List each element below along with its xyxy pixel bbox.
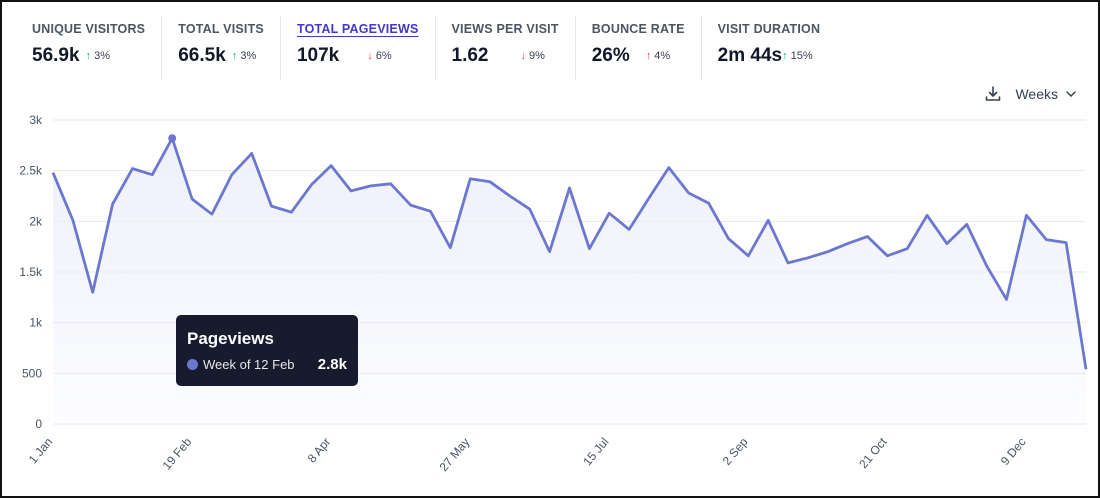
x-tick-label: 9 Dec	[998, 435, 1029, 468]
stat-visit-duration[interactable]: VISIT DURATION 2m 44s ↑ 15%	[702, 16, 837, 80]
tooltip-title: Pageviews	[187, 329, 274, 348]
stat-change: 6%	[375, 50, 392, 62]
y-tick-label: 2.5k	[19, 164, 43, 178]
stat-change: 4%	[654, 50, 671, 62]
arrow-up-icon: ↑	[85, 50, 92, 62]
pageviews-chart[interactable]: 0 500 1k 1.5k 2k 2.5k 3k 1 Jan 19 Feb 8 Apr 27 Ma…	[2, 102, 1098, 496]
stat-label: TOTAL PAGEVIEWS	[296, 22, 419, 36]
x-tick-label: 19 Feb	[160, 435, 195, 473]
x-tick-label: 21 Oct	[856, 434, 890, 471]
stat-unique-visitors[interactable]: UNIQUE VISITORS 56.9k ↑ 3%	[16, 16, 163, 80]
chevron-down-icon	[1066, 91, 1076, 97]
interval-label: Weeks	[1015, 86, 1058, 102]
y-tick-label: 2k	[29, 214, 43, 228]
arrow-up-icon: ↑	[782, 50, 788, 62]
stat-bounce-rate[interactable]: BOUNCE RATE 26% ↑ 4%	[576, 16, 702, 80]
download-icon[interactable]	[985, 86, 1001, 102]
y-tick-label: 3k	[29, 113, 43, 127]
series-line	[51, 136, 1088, 370]
tooltip-value: 2.8k	[317, 356, 347, 373]
y-tick-label: 500	[22, 366, 42, 380]
stat-change: 15%	[790, 50, 813, 62]
stat-label: UNIQUE VISITORS	[32, 22, 146, 36]
stat-value: 2m 44s	[717, 45, 783, 66]
stat-value: 66.5k	[178, 45, 226, 66]
x-tick-label: 27 May	[436, 435, 472, 474]
x-tick-label: 2 Sep	[720, 435, 751, 468]
stat-views-per-visit[interactable]: VIEWS PER VISIT 1.62 ↓ 9%	[436, 16, 576, 80]
arrow-down-icon: ↓	[520, 50, 526, 62]
stat-value: 107k	[296, 45, 340, 66]
stat-value: 1.62	[451, 45, 489, 66]
x-tick-label: 1 Jan	[26, 435, 56, 466]
stats-bar: UNIQUE VISITORS 56.9k ↑ 3% TOTAL VISITS 6…	[16, 16, 836, 80]
y-tick-label: 1.5k	[19, 265, 43, 279]
stat-value: 26%	[591, 45, 630, 66]
stat-label: BOUNCE RATE	[591, 22, 685, 36]
arrow-up-icon: ↑	[231, 50, 238, 62]
y-tick-label: 1k	[29, 316, 43, 330]
x-tick-label: 15 Jul	[580, 435, 611, 469]
stat-change: 3%	[94, 50, 111, 62]
y-tick-label: 0	[35, 417, 42, 431]
highlighted-point[interactable]	[168, 134, 177, 143]
stat-change: 9%	[529, 50, 545, 62]
arrow-down-icon: ↓	[367, 50, 373, 62]
stat-total-visits[interactable]: TOTAL VISITS 66.5k ↑ 3%	[162, 16, 281, 80]
chart-controls: Weeks	[985, 86, 1076, 102]
interval-select[interactable]: Weeks	[1015, 86, 1076, 102]
stat-value: 56.9k	[32, 45, 80, 66]
stat-change: 3%	[240, 50, 257, 62]
x-tick-label: 8 Apr	[305, 435, 334, 465]
series-dot-icon	[187, 359, 198, 370]
stat-total-pageviews[interactable]: TOTAL PAGEVIEWS 107k ↓ 6%	[281, 16, 436, 80]
stat-label: VIEWS PER VISIT	[451, 22, 559, 36]
tooltip-label: Week of 12 Feb	[203, 357, 295, 372]
chart-tooltip: Pageviews Week of 12 Feb 2.8k	[176, 315, 358, 386]
arrow-up-icon: ↑	[645, 50, 652, 62]
stat-label: TOTAL VISITS	[178, 22, 264, 36]
stat-label: VISIT DURATION	[717, 22, 821, 36]
